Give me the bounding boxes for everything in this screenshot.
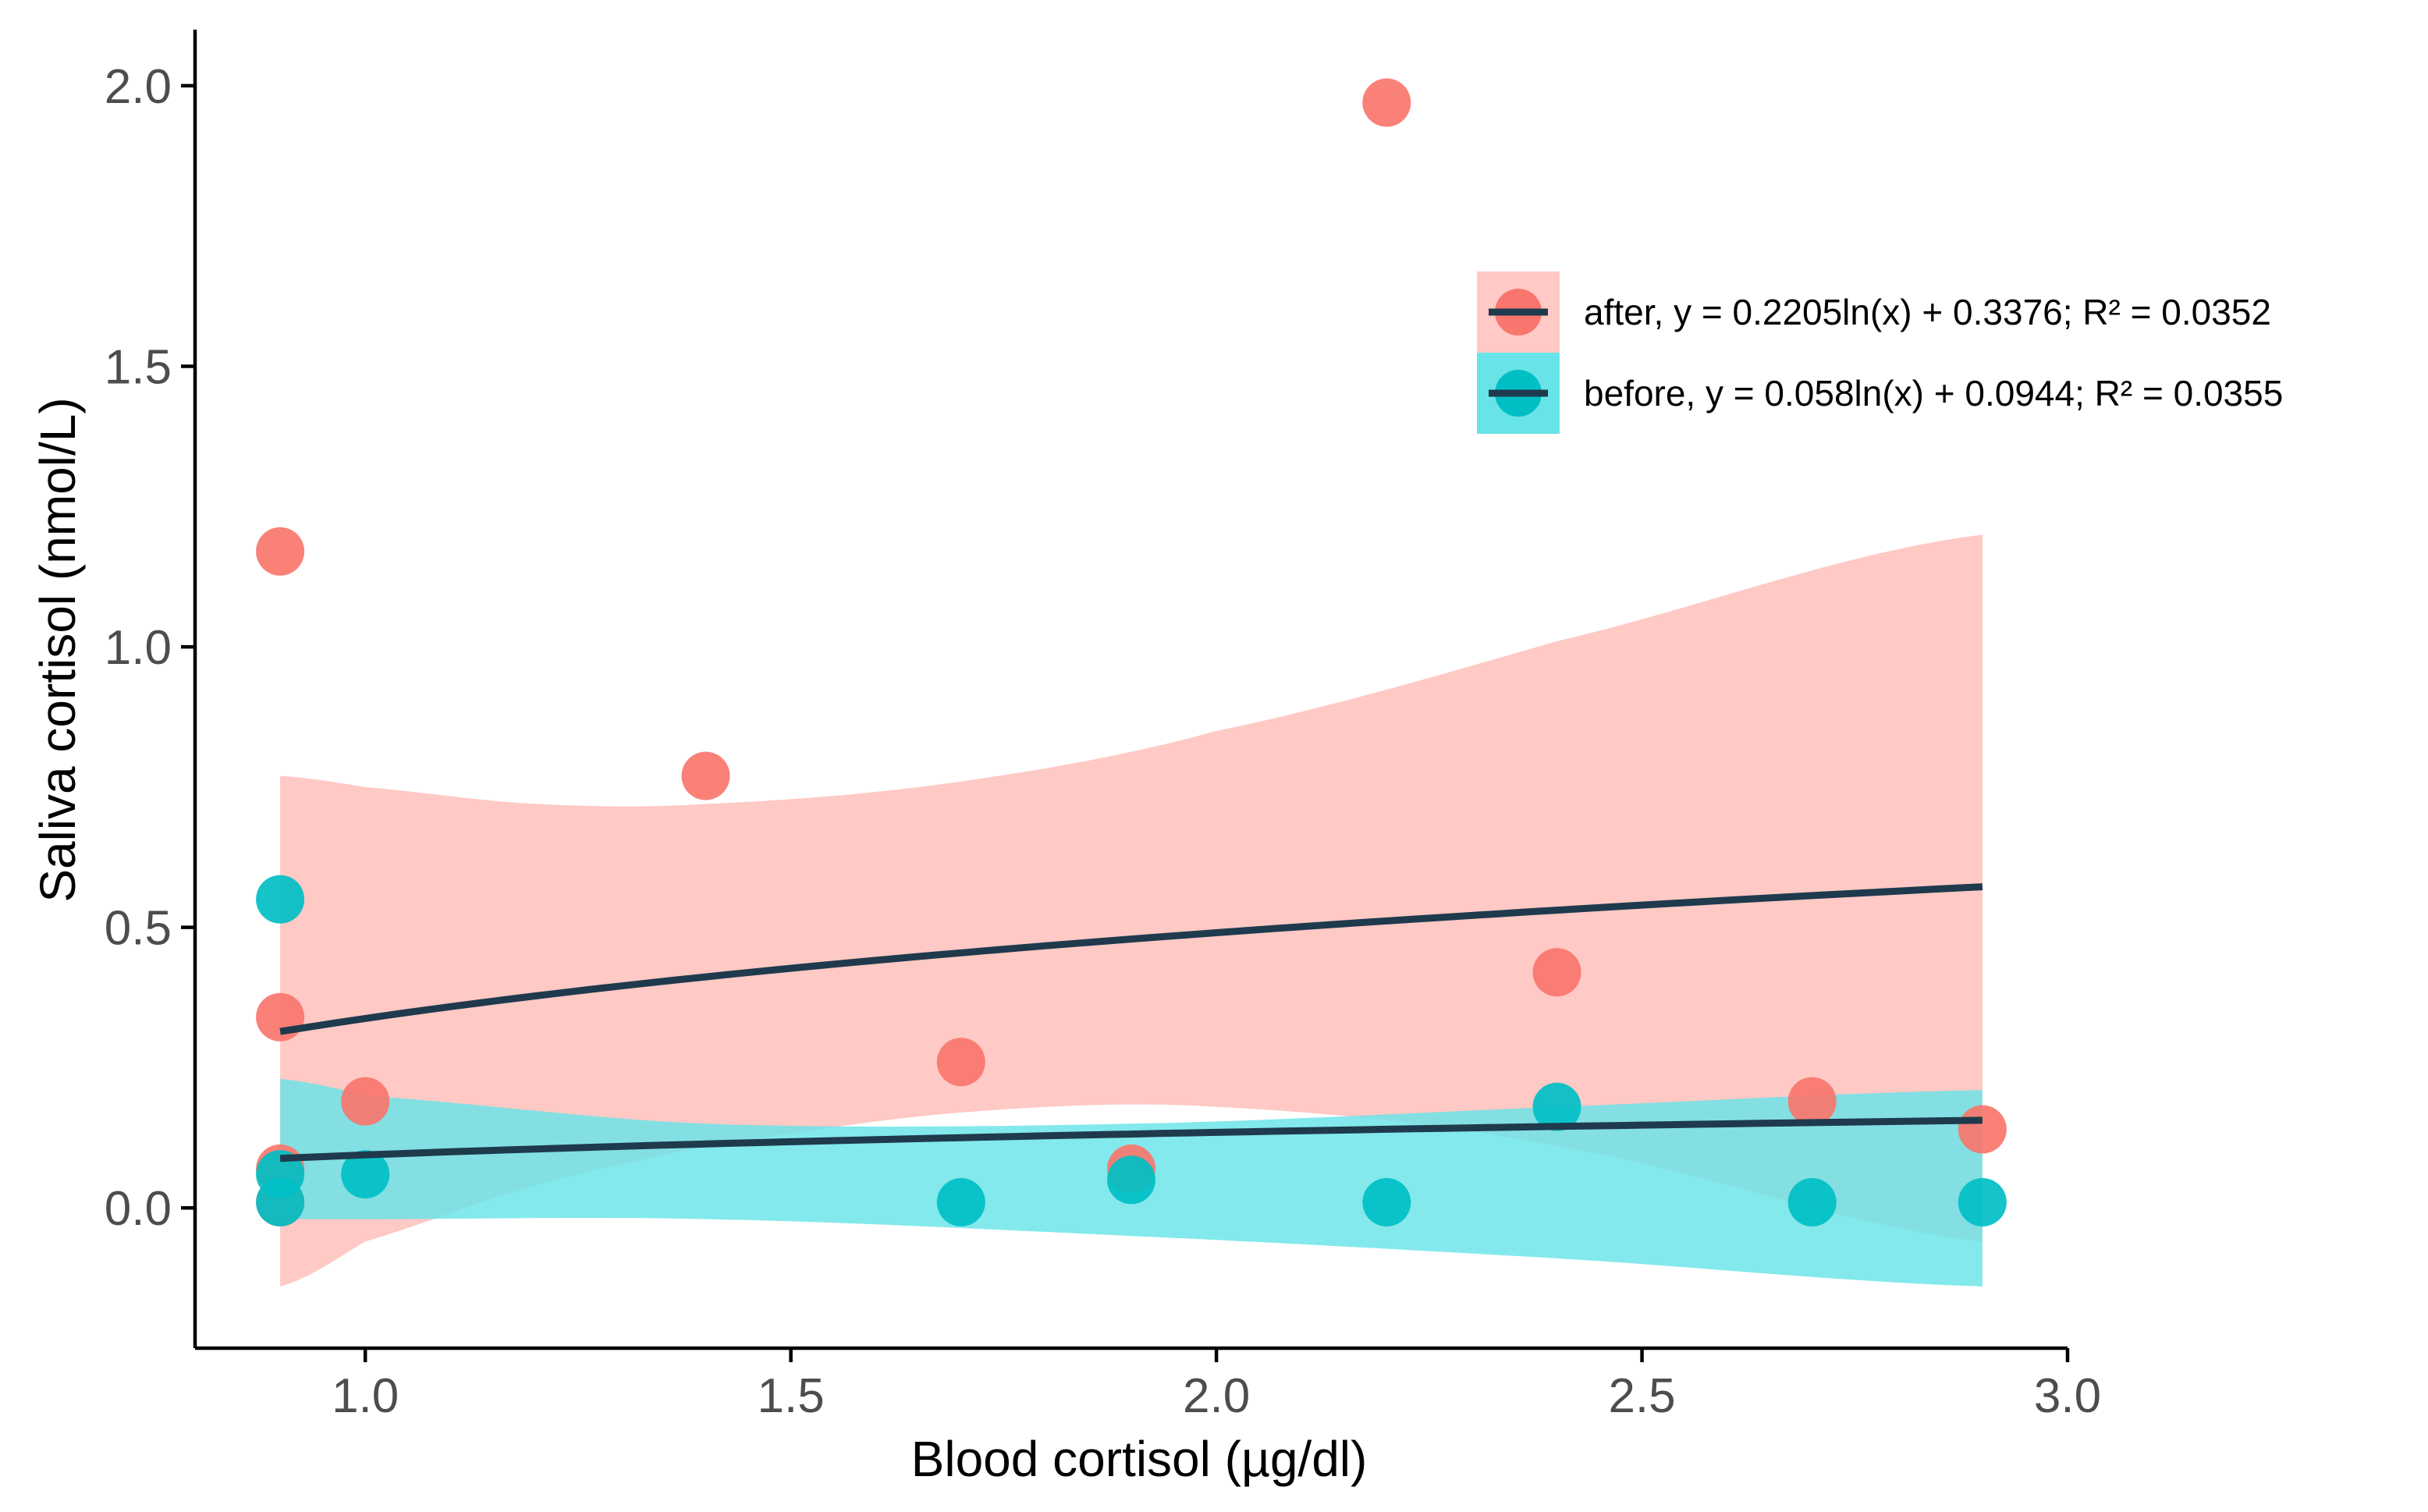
fit-line-before	[279, 1116, 1983, 1162]
point-before-8	[1787, 1178, 1837, 1226]
x-axis-title: Blood cortisol (µg/dl)	[911, 1431, 1368, 1487]
y-axis-ticks: 0.0 0.5 1.0 1.5 2.0	[105, 60, 195, 1236]
y-tick-label: 1.5	[105, 340, 172, 394]
point-after-9	[1532, 948, 1581, 997]
y-axis-title: Saliva cortisol (nmol/L)	[30, 397, 86, 902]
fit-lines	[279, 883, 1983, 1162]
point-before-3	[341, 1150, 390, 1199]
point-before-0	[256, 875, 305, 924]
point-after-1	[256, 992, 305, 1042]
point-before-6	[1362, 1178, 1411, 1226]
axes	[193, 30, 2068, 1351]
y-tick-label: 0.0	[105, 1182, 172, 1236]
point-before-4	[936, 1178, 985, 1226]
point-after-10	[1787, 1077, 1837, 1126]
point-after-4	[341, 1077, 390, 1126]
point-before-2	[256, 1178, 305, 1226]
x-axis-ticks: 1.0 1.5 2.0 2.5 3.0	[332, 1348, 2101, 1423]
point-before-5	[1107, 1155, 1155, 1205]
point-before-9	[1958, 1178, 2007, 1226]
point-after-11	[1958, 1105, 2007, 1154]
y-tick-label: 0.5	[105, 902, 172, 956]
y-tick-label: 2.0	[105, 60, 172, 114]
point-after-5	[681, 751, 730, 800]
x-tick-label: 2.5	[1608, 1369, 1675, 1423]
legend-label-after: after, y = 0.2205ln(x) + 0.3376; R² = 0.…	[1584, 292, 2271, 332]
point-before-7	[1532, 1082, 1581, 1131]
x-tick-label: 3.0	[2034, 1369, 2101, 1423]
point-after-8	[1362, 78, 1411, 127]
point-after-6	[936, 1038, 985, 1087]
legend: after, y = 0.2205ln(x) + 0.3376; R² = 0.…	[1477, 272, 2283, 434]
x-tick-label: 1.0	[332, 1369, 399, 1423]
x-tick-label: 2.0	[1183, 1369, 1250, 1423]
point-after-0	[256, 527, 305, 576]
x-tick-label: 1.5	[758, 1369, 825, 1423]
y-tick-label: 1.0	[105, 621, 172, 675]
legend-label-before: before, y = 0.058ln(x) + 0.0944; R² = 0.…	[1584, 373, 2283, 413]
fit-line-after	[279, 883, 1983, 1035]
